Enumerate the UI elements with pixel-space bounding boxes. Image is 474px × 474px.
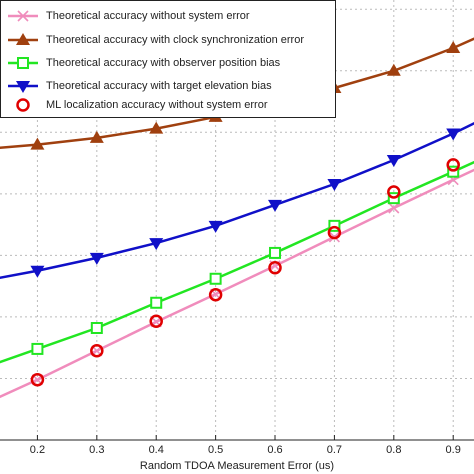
marker bbox=[16, 81, 30, 93]
x-tick-label: 0.6 bbox=[267, 444, 282, 456]
marker bbox=[446, 128, 461, 141]
marker bbox=[388, 202, 400, 214]
x-tick-label: 0.5 bbox=[208, 444, 223, 456]
marker bbox=[150, 296, 163, 309]
marker bbox=[16, 33, 30, 45]
marker bbox=[149, 238, 164, 251]
marker bbox=[17, 10, 29, 22]
legend-label: Theoretical accuracy with target elevati… bbox=[46, 80, 272, 92]
marker bbox=[30, 372, 45, 387]
x-tick-label: 0.4 bbox=[149, 444, 164, 456]
marker bbox=[31, 342, 44, 355]
marker bbox=[386, 155, 401, 167]
plot-area bbox=[0, 37, 474, 399]
series-line bbox=[0, 168, 474, 399]
marker bbox=[89, 130, 104, 143]
x-tick-label: 0.9 bbox=[446, 444, 461, 456]
x-tick-label: 0.7 bbox=[327, 444, 342, 456]
marker bbox=[268, 199, 283, 212]
marker bbox=[208, 288, 223, 302]
marker bbox=[268, 260, 282, 275]
marker bbox=[30, 137, 45, 150]
x-tick-label: 0.2 bbox=[30, 444, 45, 456]
marker bbox=[327, 225, 342, 240]
x-tick-label: 0.3 bbox=[89, 444, 104, 456]
marker bbox=[327, 179, 342, 191]
marker bbox=[209, 272, 222, 285]
marker bbox=[446, 41, 461, 53]
marker bbox=[328, 219, 341, 232]
series-line bbox=[0, 122, 474, 280]
marker bbox=[387, 185, 401, 199]
series-line bbox=[0, 160, 474, 364]
legend-label: ML localization accuracy without system … bbox=[46, 99, 268, 111]
marker bbox=[16, 98, 30, 112]
marker bbox=[90, 322, 103, 334]
x-tick-label: 0.8 bbox=[386, 444, 401, 456]
marker bbox=[149, 314, 163, 328]
marker bbox=[208, 220, 223, 233]
marker bbox=[30, 265, 45, 278]
marker bbox=[447, 165, 460, 178]
marker bbox=[446, 158, 460, 172]
marker bbox=[17, 57, 29, 69]
marker bbox=[90, 344, 104, 358]
marker bbox=[386, 63, 401, 76]
legend: Theoretical accuracy without system erro… bbox=[0, 0, 336, 118]
marker bbox=[89, 252, 104, 265]
marker bbox=[269, 246, 282, 259]
marker bbox=[149, 121, 164, 134]
legend-label: Theoretical accuracy with clock synchron… bbox=[46, 34, 304, 46]
legend-label: Theoretical accuracy with observer posit… bbox=[46, 57, 281, 69]
legend-label: Theoretical accuracy without system erro… bbox=[46, 10, 250, 22]
x-axis-label: Random TDOA Measurement Error (us) bbox=[140, 460, 334, 472]
legend-box bbox=[0, 0, 336, 118]
